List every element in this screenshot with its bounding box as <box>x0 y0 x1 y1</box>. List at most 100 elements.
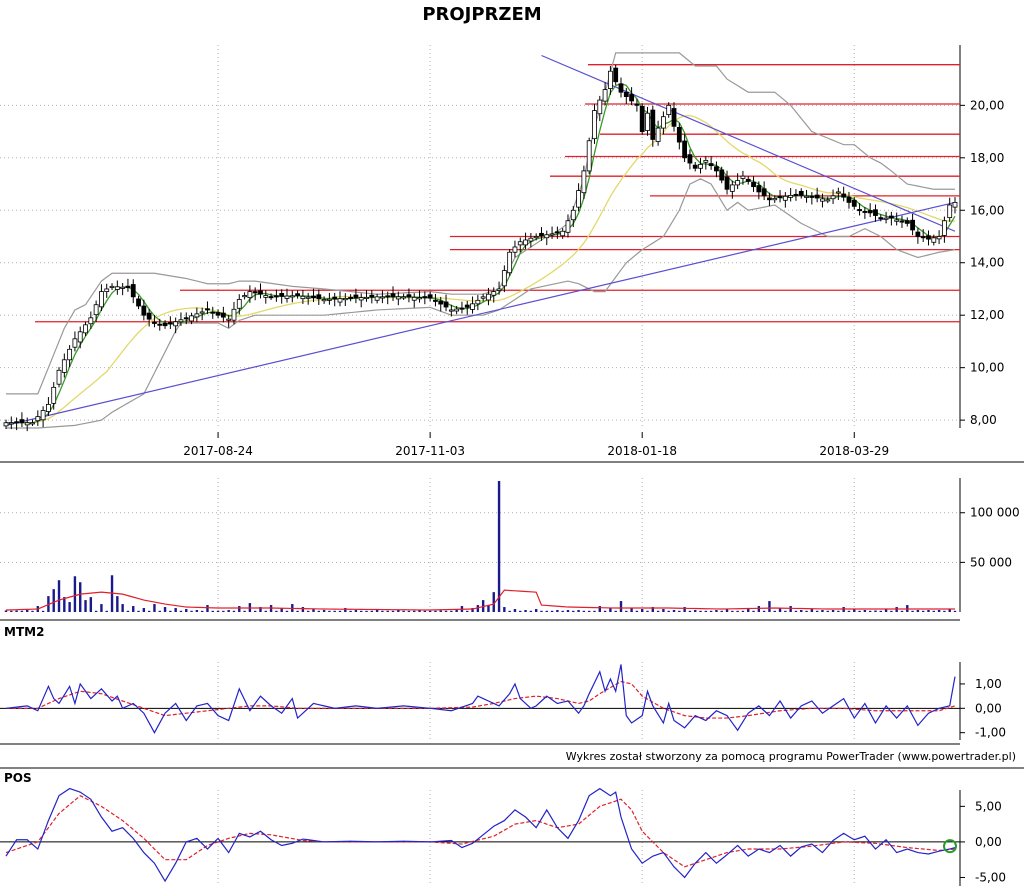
volume-bar <box>253 610 257 612</box>
volume-bar <box>736 610 739 612</box>
mtm2-ytick-label-0: -1,00 <box>975 726 1006 740</box>
candle-body <box>220 312 226 318</box>
candle-body <box>321 299 327 302</box>
candle-body <box>146 312 152 320</box>
candle-body <box>369 294 375 298</box>
candle-body <box>586 140 592 172</box>
volume-bar <box>306 610 310 612</box>
candle-body <box>77 331 83 343</box>
candle-body <box>305 296 311 299</box>
pos-ytick-label-0: -5,00 <box>975 870 1006 884</box>
volume-bar <box>932 610 935 612</box>
volume-bar <box>63 597 66 612</box>
candle-body <box>634 103 640 106</box>
volume-bar <box>678 610 681 612</box>
volume-bar <box>105 610 108 612</box>
volume-bar <box>153 604 156 612</box>
candle-body <box>756 185 762 193</box>
volume-bar <box>418 610 421 612</box>
candle-body <box>719 169 725 181</box>
candle-body <box>167 322 173 325</box>
candle-body <box>873 209 878 216</box>
volume-bar <box>439 610 442 612</box>
candle-body <box>470 303 475 310</box>
candle-body <box>597 99 603 115</box>
volume-bar <box>179 610 183 612</box>
volume-bar <box>402 610 405 612</box>
pos-signal-line <box>5 794 956 868</box>
candle-body <box>666 104 672 116</box>
price-xtick-label-2: 2018-01-18 <box>607 444 677 458</box>
volume-bar <box>322 610 326 612</box>
volume-bar <box>720 610 723 612</box>
volume-bar <box>391 610 395 612</box>
candle-body <box>947 204 953 219</box>
volume-bar <box>598 606 601 612</box>
candle-body <box>740 175 746 179</box>
candle-body <box>507 251 513 274</box>
price-ytick-label-4: 16,00 <box>970 203 1004 217</box>
candle-body <box>936 236 942 240</box>
price-ytick-label-2: 12,00 <box>970 308 1004 322</box>
volume-bar <box>174 608 177 612</box>
volume-bar <box>238 606 241 612</box>
candle-body <box>581 170 587 194</box>
volume-bar <box>397 610 400 612</box>
candle-body <box>141 305 147 316</box>
candle-body <box>109 285 115 288</box>
candle-body <box>35 416 41 422</box>
candle-body <box>72 338 78 348</box>
volume-bar <box>360 610 363 612</box>
pos-ytick-label-2: 5,00 <box>975 799 1002 813</box>
volume-bar <box>784 610 787 612</box>
volume-bar <box>948 609 951 612</box>
candle-body <box>554 231 560 234</box>
volume-bar <box>317 610 320 612</box>
candle-body <box>374 296 380 301</box>
volume-bar <box>121 604 124 612</box>
candle-body <box>825 199 831 202</box>
volume-bar <box>158 610 161 612</box>
candle-body <box>454 308 460 312</box>
mtm2-ytick-label-2: 1,00 <box>975 677 1002 691</box>
volume-bar <box>206 605 209 612</box>
volume-bar <box>884 609 888 612</box>
candle-body <box>152 321 157 324</box>
volume-bar <box>847 610 851 612</box>
candle-body <box>189 315 194 322</box>
candle-body <box>183 317 189 320</box>
candle-body <box>767 197 772 201</box>
volume-bar <box>868 610 872 612</box>
candle-body <box>401 296 407 299</box>
candle-body <box>125 285 131 289</box>
volume-bar <box>222 610 225 612</box>
candle-body <box>867 210 873 214</box>
candle-body <box>433 299 438 302</box>
candle-body <box>931 237 937 243</box>
candle-body <box>798 190 804 196</box>
volume-bar <box>715 610 718 612</box>
candle-body <box>724 176 730 190</box>
candle-body <box>46 403 51 412</box>
candle-body <box>459 307 465 310</box>
candle-body <box>417 297 422 300</box>
volume-bar <box>89 597 93 612</box>
volume-bar <box>768 601 771 612</box>
candle-body <box>714 166 719 172</box>
volume-bar <box>15 610 18 612</box>
candle-body <box>793 193 799 196</box>
volume-bar <box>831 610 835 612</box>
candle-body <box>242 295 247 298</box>
volume-bar <box>137 610 140 612</box>
volume-bar <box>709 610 713 612</box>
candle-body <box>883 217 889 220</box>
volume-bar <box>285 610 289 612</box>
volume-bar <box>423 610 427 612</box>
candle-body <box>565 220 571 233</box>
candle-body <box>952 201 958 208</box>
candle-body <box>199 311 205 314</box>
volume-bar <box>794 610 798 612</box>
volume-bar <box>434 610 437 612</box>
candle-body <box>512 246 518 253</box>
volume-bar <box>381 610 384 612</box>
